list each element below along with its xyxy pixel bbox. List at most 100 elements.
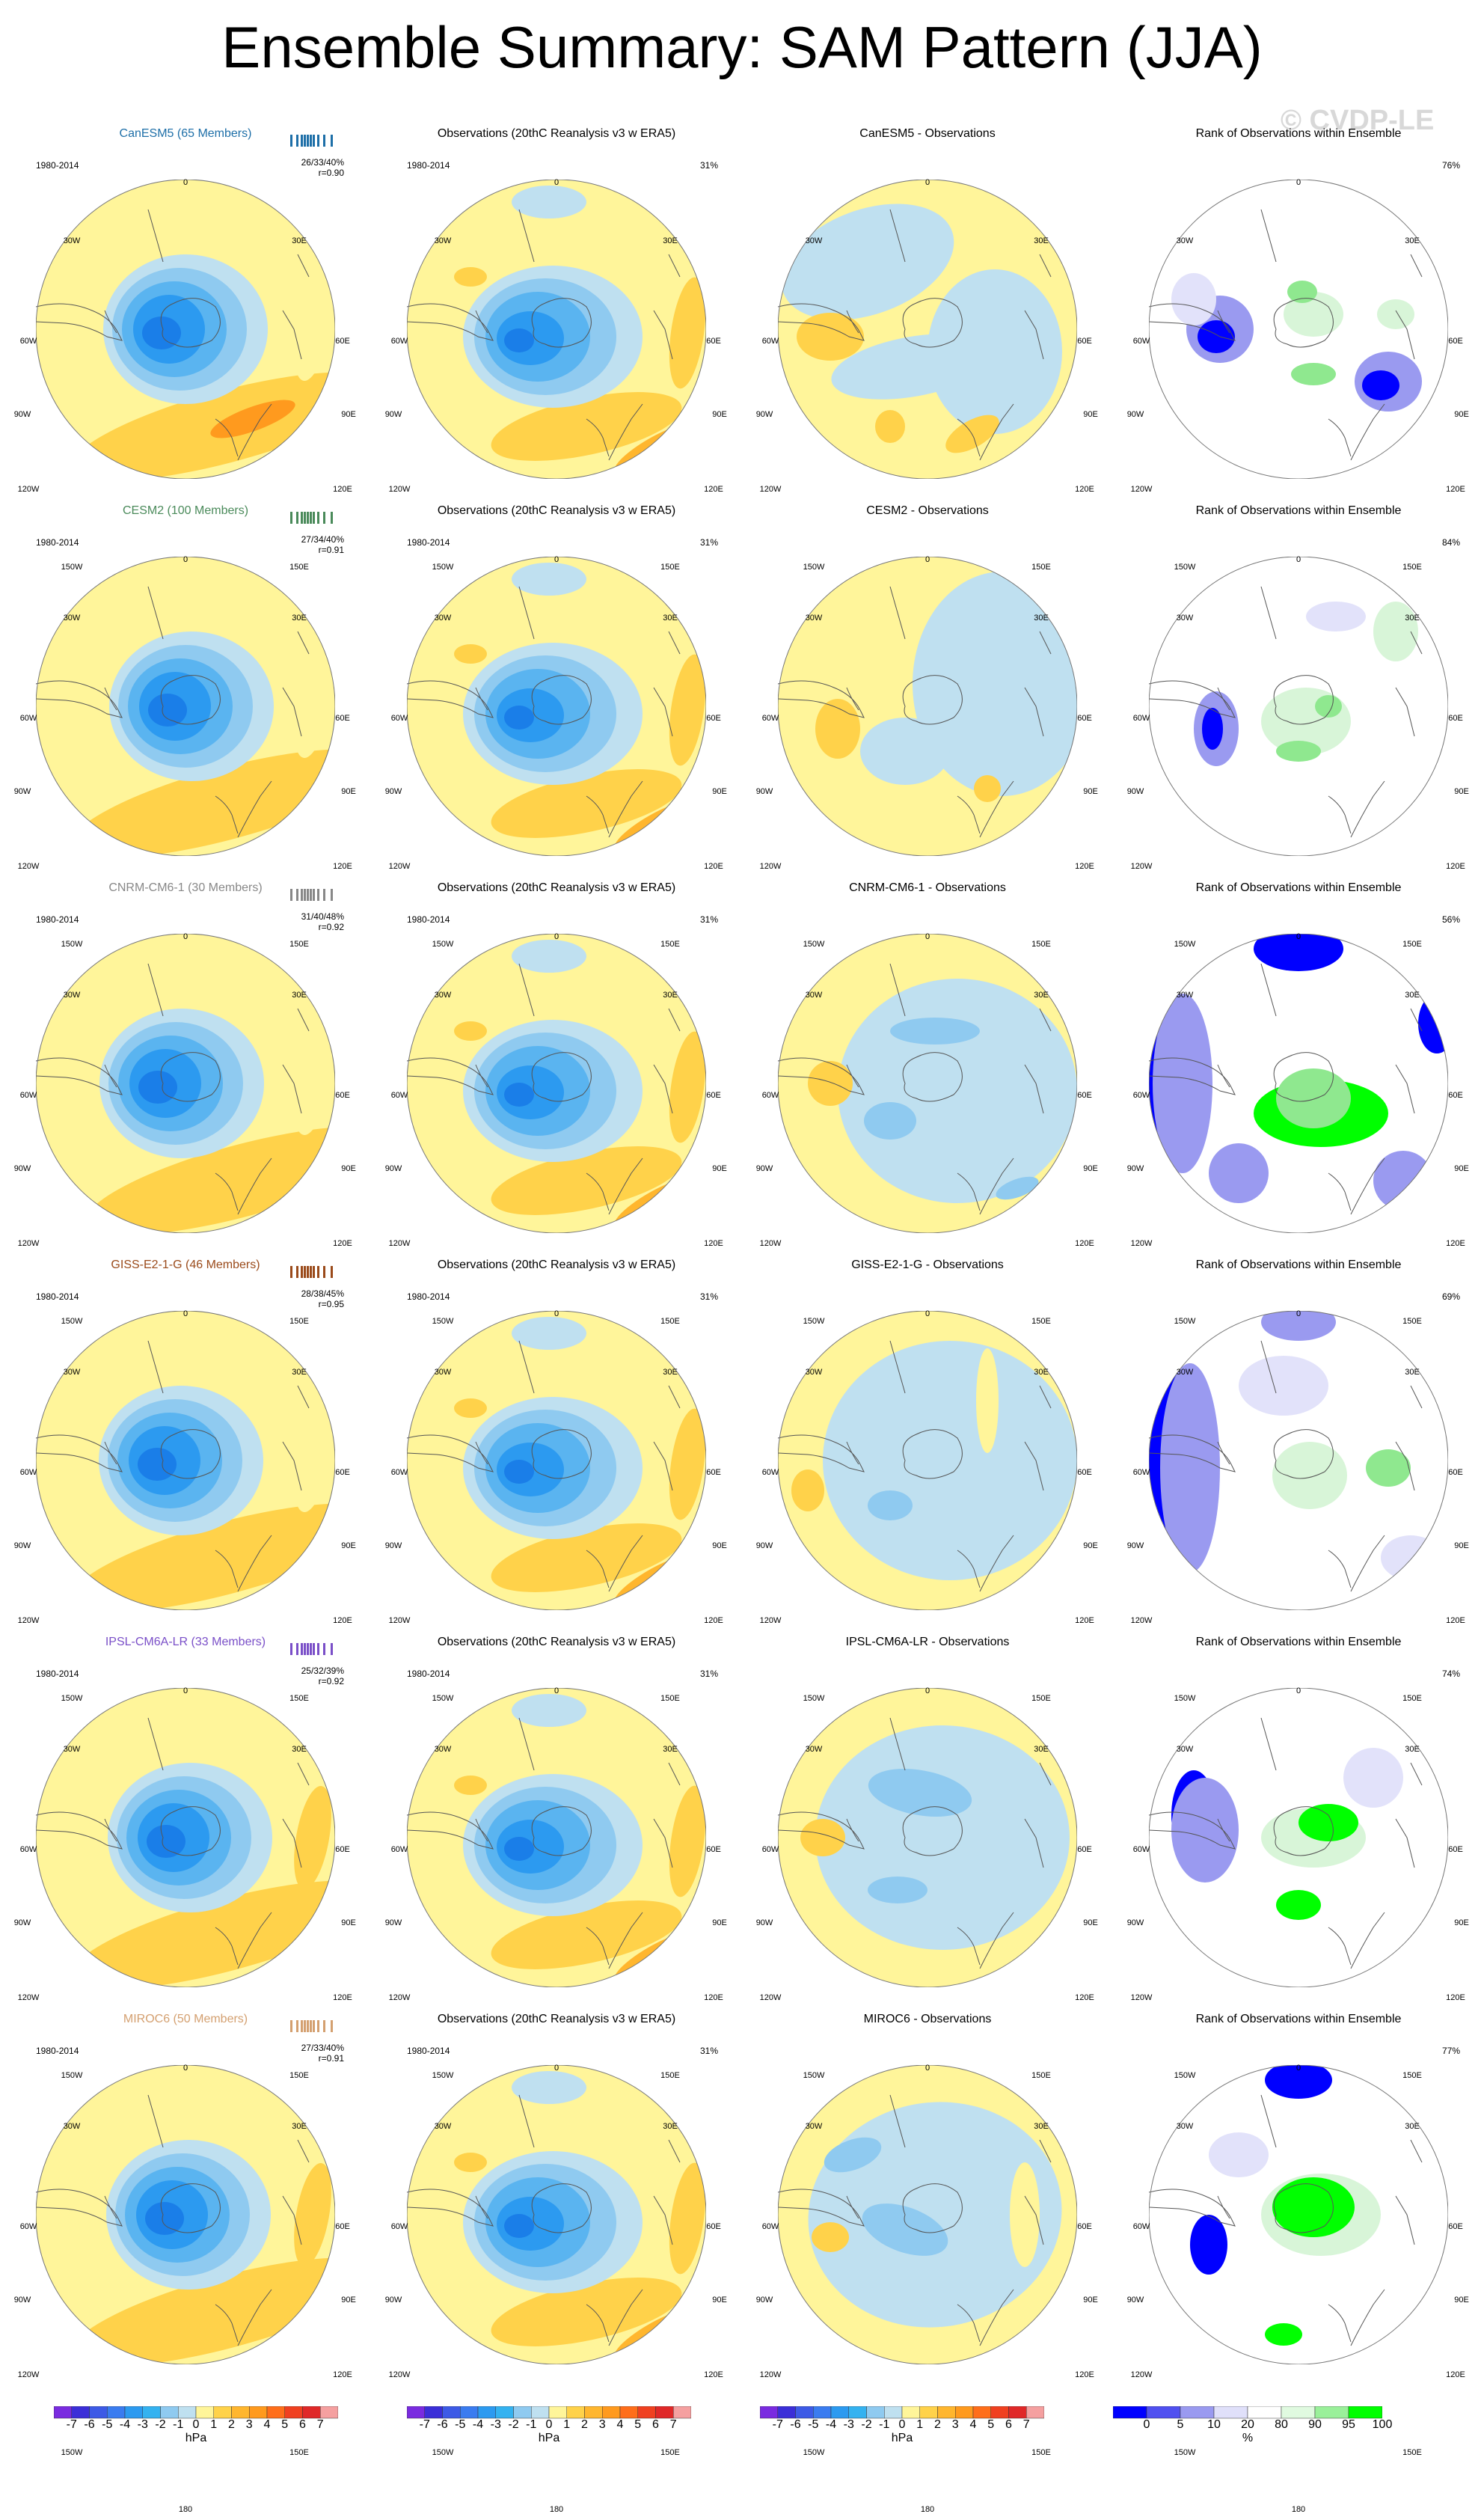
coastline xyxy=(1260,2094,1277,2148)
coastline xyxy=(147,1717,164,1771)
lon-label: 90W xyxy=(384,787,402,796)
positive-contour xyxy=(945,415,999,453)
colorbar-unit: hPa xyxy=(538,2432,560,2444)
lon-label: 0 xyxy=(554,932,559,941)
lon-label: 120W xyxy=(759,2370,782,2379)
rank-high-region xyxy=(1315,695,1342,718)
coastline xyxy=(36,1434,123,1472)
colorbar-label: 1 xyxy=(210,2418,218,2431)
variance-percent: 31% xyxy=(700,914,719,925)
ensemble-spread-glyph xyxy=(287,1266,340,1279)
lon-label: 30E xyxy=(292,236,307,245)
colorbar-label: 4 xyxy=(969,2418,977,2431)
positive-contour xyxy=(294,1408,331,1513)
coastline xyxy=(1328,1927,1352,1966)
lon-label: 30W xyxy=(63,236,81,245)
rank-high-region xyxy=(1265,2323,1302,2346)
negative-contour xyxy=(142,316,181,349)
rank-high-region xyxy=(1291,363,1336,385)
colorbar-label: 5 xyxy=(987,2418,995,2431)
lon-label: 0 xyxy=(183,1309,188,1318)
obs-title: Observations (20thC Reanalysis v3 w ERA5… xyxy=(437,1258,676,1271)
lon-label: 90E xyxy=(1454,410,1469,419)
polar-map xyxy=(36,557,335,856)
coastline xyxy=(653,687,673,737)
polar-map xyxy=(1149,2065,1448,2364)
coastline xyxy=(407,2189,494,2227)
lon-label: 90E xyxy=(712,2296,727,2304)
coastline xyxy=(668,631,681,655)
lon-label: 30E xyxy=(292,1368,307,1377)
colorbar-swatch xyxy=(178,2406,197,2419)
lon-label: 150W xyxy=(1174,2448,1196,2457)
lon-label: 90E xyxy=(341,1918,356,1927)
negative-contour xyxy=(148,694,187,727)
member-tick xyxy=(301,1643,303,1655)
model-panel: CanESM5 (65 Members) 1980-2014 26/33/40% r=… xyxy=(0,108,371,628)
negative-contour xyxy=(512,1694,586,1727)
period-label: 1980-2014 xyxy=(407,914,450,925)
colorbar-swatch xyxy=(124,2406,143,2419)
lon-label: 90W xyxy=(1126,1541,1144,1550)
colorbar-label: 90 xyxy=(1308,2418,1322,2431)
lon-label: 30W xyxy=(434,2122,452,2131)
coastline xyxy=(1217,1441,1230,1465)
model-title: MIROC6 (50 Members) xyxy=(123,2013,248,2025)
member-tick xyxy=(313,1643,315,1655)
lon-label: 90E xyxy=(341,2296,356,2304)
lon-label: 30W xyxy=(434,236,452,245)
positive-contour xyxy=(491,1146,682,1215)
observations-panel: Observations (20thC Reanalysis v3 w ERA5… xyxy=(371,1993,742,2514)
polar-map xyxy=(1149,1688,1448,1987)
colorbar-swatch xyxy=(795,2406,814,2419)
lon-label: 60W xyxy=(761,714,779,723)
coastline xyxy=(475,1818,488,1842)
coastline xyxy=(653,1818,673,1868)
lon-label: 150W xyxy=(432,940,454,949)
colorbar-label: 0 xyxy=(1143,2418,1150,2431)
lon-label: 150E xyxy=(1031,2448,1051,2457)
lon-label: 90W xyxy=(13,1541,31,1550)
lon-label: 90E xyxy=(1454,2296,1469,2304)
coastline xyxy=(902,2183,963,2233)
rank-title: Rank of Observations within Ensemble xyxy=(1195,1258,1402,1271)
coastline xyxy=(531,675,592,725)
model-panel: MIROC6 (50 Members) 1980-2014 27/33/40% r=0… xyxy=(0,1993,371,2514)
lon-label: 60E xyxy=(706,1468,721,1477)
lon-label: 90W xyxy=(1126,1918,1144,1927)
lon-label: 90W xyxy=(384,1541,402,1550)
lon-label: 150W xyxy=(61,1317,83,1326)
lon-label: 120W xyxy=(388,2370,411,2379)
colorbar-swatch xyxy=(160,2406,179,2419)
lon-label: 90E xyxy=(712,1918,727,1927)
member-tick xyxy=(290,889,292,901)
lon-label: 60W xyxy=(1132,714,1150,723)
coastline xyxy=(531,298,592,348)
lon-label: 0 xyxy=(183,555,188,564)
colorbar-swatch xyxy=(619,2406,638,2419)
polar-map xyxy=(1149,1311,1448,1610)
colorbar-swatch xyxy=(54,2406,72,2419)
lon-label: 60E xyxy=(1448,2222,1463,2231)
coastline xyxy=(608,1912,643,1969)
coastline xyxy=(1273,2183,1334,2233)
diff-title: CNRM-CM6-1 - Observations xyxy=(849,881,1006,894)
lon-label: 90W xyxy=(13,2296,31,2304)
model-title: CNRM-CM6-1 (30 Members) xyxy=(108,881,263,894)
model-title: CanESM5 (65 Members) xyxy=(119,127,252,140)
colorbar-swatch xyxy=(866,2406,885,2419)
coastline xyxy=(282,1064,302,1114)
coastline xyxy=(518,1340,535,1394)
colorbar-swatch xyxy=(637,2406,656,2419)
colorbar-label: -2 xyxy=(508,2418,519,2431)
lon-label: 60E xyxy=(1077,337,1092,346)
coastline xyxy=(475,1064,488,1088)
colorbar-swatch xyxy=(477,2406,496,2419)
lon-label: 30E xyxy=(292,1745,307,1754)
observations-panel: Observations (20thC Reanalysis v3 w ERA5… xyxy=(371,1616,742,2137)
polar-map xyxy=(778,934,1077,1233)
lon-label: 120E xyxy=(1446,1239,1465,1248)
rank-high-region xyxy=(1373,602,1418,661)
member-tick xyxy=(331,135,333,147)
lon-label: 60E xyxy=(335,2222,350,2231)
